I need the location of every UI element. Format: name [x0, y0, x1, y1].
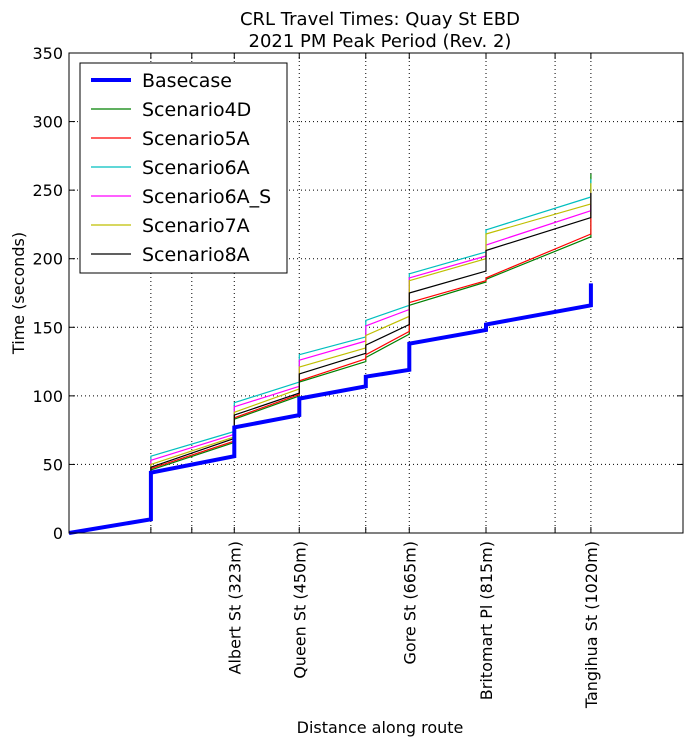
plot-frame — [68, 52, 684, 534]
x-axis-label: Distance along route — [297, 718, 464, 737]
x-tick-label: Queen St (450m) — [290, 541, 309, 679]
legend-entry: Scenario5A — [142, 128, 250, 150]
legend-box — [79, 62, 288, 274]
y-tick-label: 150 — [32, 318, 63, 337]
y-tick-label: 100 — [32, 387, 63, 406]
legend-entry: Scenario8A — [142, 244, 250, 266]
legend: Basecase Scenario4D Scenario5A Scenario6A Sc… — [79, 62, 288, 274]
y-tick-label: 300 — [32, 113, 63, 132]
x-tick-label: Britomart Pl (815m) — [477, 541, 496, 700]
legend-entry: Scenario4D — [142, 99, 251, 121]
plot-area: 0 50 100 150 200 250 300 350 Albert St (323m) Que… — [32, 44, 684, 709]
legend-entry: Scenario7A — [142, 215, 250, 237]
y-tick-label: 350 — [32, 44, 63, 63]
y-tick-label: 50 — [43, 455, 63, 474]
x-tick-label: Gore St (665m) — [400, 541, 419, 664]
series-line-scenario5a — [68, 203, 592, 534]
series-line-basecase — [68, 283, 593, 535]
legend-entry: Scenario6A — [142, 157, 250, 179]
series-line-scenario8a — [68, 192, 592, 534]
y-axis-label: Time (seconds) — [9, 232, 28, 355]
chart-title: CRL Travel Times: Quay St EBD — [240, 9, 520, 30]
y-tick-label: 200 — [32, 250, 63, 269]
y-tick-label: 0 — [53, 524, 63, 543]
x-tick-label: Tangihua St (1020m) — [582, 541, 601, 709]
x-tick-label: Albert St (323m) — [225, 541, 244, 674]
y-tick-label: 250 — [32, 181, 63, 200]
legend-entry: Scenario6A_S — [142, 186, 271, 208]
legend-entry: Basecase — [142, 70, 232, 92]
chart-subtitle: 2021 PM Peak Period (Rev. 2) — [249, 31, 512, 52]
